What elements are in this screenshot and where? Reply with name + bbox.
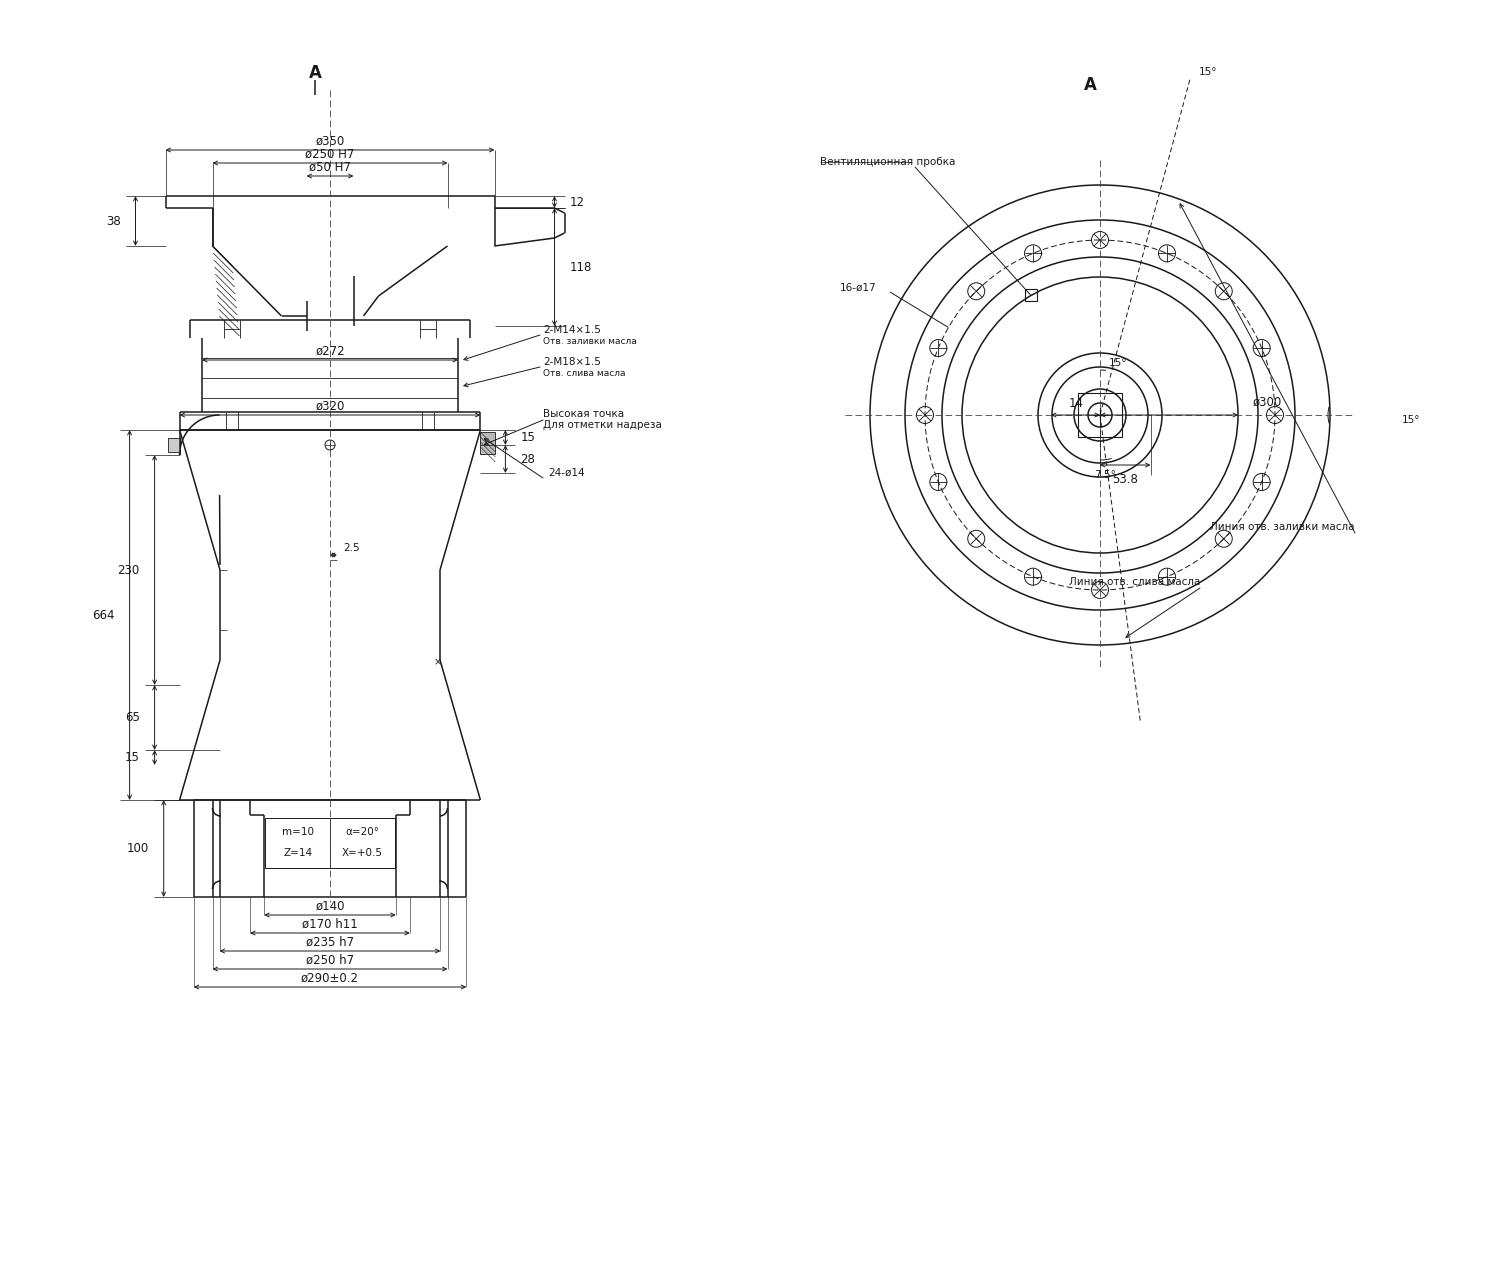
Text: Высокая точка: Высокая точка <box>543 409 624 419</box>
Bar <box>1078 392 1122 437</box>
Text: ø50 H7: ø50 H7 <box>309 161 351 173</box>
Text: 28: 28 <box>520 452 536 465</box>
Text: ø272: ø272 <box>315 344 345 358</box>
Text: ø300: ø300 <box>1252 395 1282 409</box>
Text: 53.8: 53.8 <box>1113 473 1138 485</box>
Text: Вентиляционная пробка: Вентиляционная пробка <box>821 157 956 167</box>
Text: 2-M14×1.5: 2-M14×1.5 <box>543 325 602 335</box>
Text: 7.5°: 7.5° <box>1094 470 1116 480</box>
Text: ø140: ø140 <box>315 899 345 912</box>
Text: 16-ø17: 16-ø17 <box>840 283 876 293</box>
Text: ø170 h11: ø170 h11 <box>302 917 358 930</box>
Text: Линия отв. слива масла: Линия отв. слива масла <box>1068 577 1200 587</box>
Text: 24-ø14: 24-ø14 <box>548 468 585 478</box>
Text: 65: 65 <box>124 711 140 724</box>
Bar <box>480 432 495 454</box>
Text: 15: 15 <box>124 750 140 764</box>
Text: 15°: 15° <box>1108 358 1128 368</box>
Text: 2.5: 2.5 <box>344 543 360 553</box>
Text: 14: 14 <box>1068 396 1083 409</box>
Text: Линия отв. заливки масла: Линия отв. заливки масла <box>1210 522 1354 533</box>
Text: m=10: m=10 <box>282 827 314 837</box>
Text: 664: 664 <box>92 609 114 622</box>
Text: Для отметки надреза: Для отметки надреза <box>543 420 662 431</box>
Text: ø250 h7: ø250 h7 <box>306 953 354 967</box>
Text: X=+0.5: X=+0.5 <box>342 848 382 857</box>
Text: Отв. заливки масла: Отв. заливки масла <box>543 336 638 345</box>
Text: A: A <box>1083 76 1096 94</box>
Bar <box>168 438 180 452</box>
Text: 15°: 15° <box>1198 68 1216 76</box>
Text: 12: 12 <box>570 195 585 209</box>
Text: 118: 118 <box>570 260 592 274</box>
Text: 100: 100 <box>126 842 148 855</box>
Text: α=20°: α=20° <box>345 827 380 837</box>
Text: ø290±0.2: ø290±0.2 <box>302 972 358 985</box>
Text: ø320: ø320 <box>315 400 345 413</box>
Text: 15°: 15° <box>1402 415 1420 426</box>
Text: A: A <box>309 64 321 82</box>
Text: Z=14: Z=14 <box>284 848 312 857</box>
Text: ×: × <box>433 657 442 668</box>
Bar <box>266 818 394 868</box>
Text: ø350: ø350 <box>315 135 345 148</box>
Text: ø250 H7: ø250 H7 <box>306 148 354 161</box>
Text: Отв. слива масла: Отв. слива масла <box>543 368 626 377</box>
Text: 230: 230 <box>117 563 140 577</box>
Bar <box>1024 289 1036 302</box>
Text: ø235 h7: ø235 h7 <box>306 935 354 949</box>
Text: 15: 15 <box>520 431 536 443</box>
Text: 2-M18×1.5: 2-M18×1.5 <box>543 357 602 367</box>
Text: 38: 38 <box>106 214 120 228</box>
